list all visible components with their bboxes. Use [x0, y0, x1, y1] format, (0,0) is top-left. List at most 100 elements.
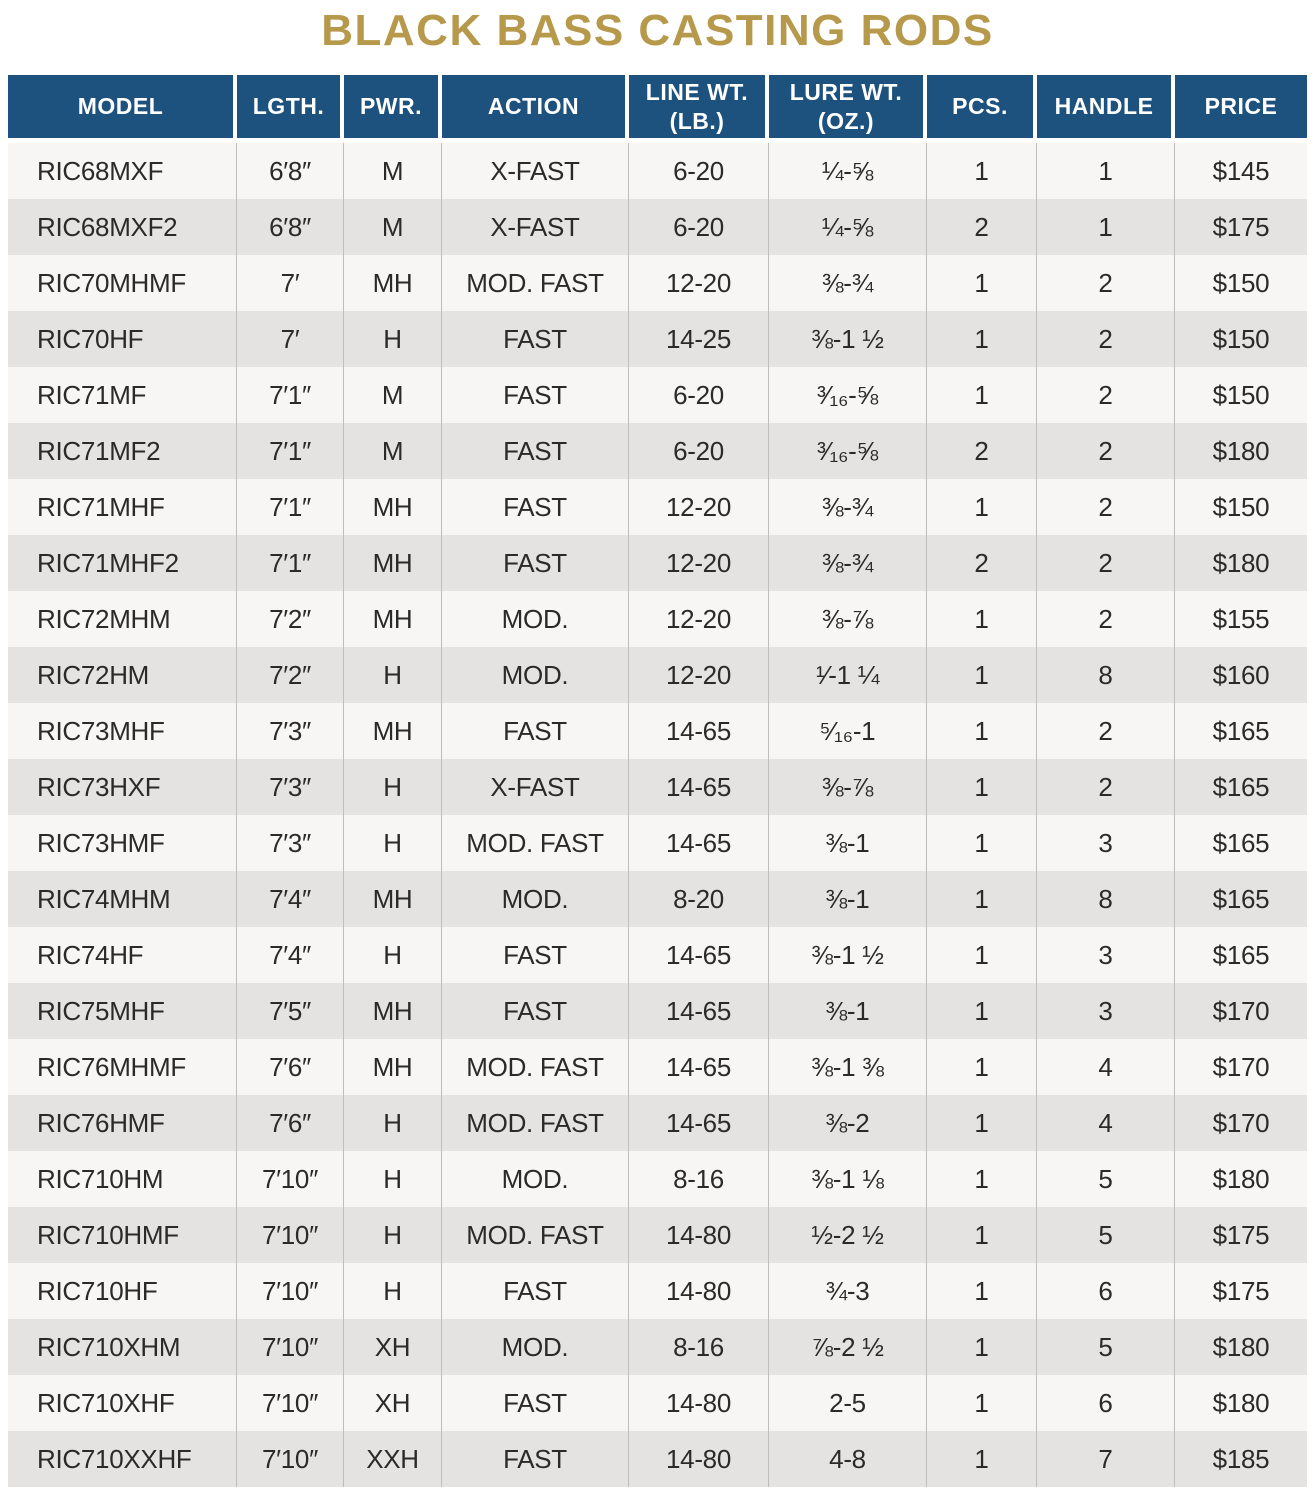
cell-lure_wt: ⅜-1	[769, 871, 927, 927]
cell-power: M	[344, 143, 442, 199]
cell-length: 7′4″	[237, 871, 344, 927]
header-cell-handle: HANDLE	[1037, 75, 1175, 143]
cell-handle: 2	[1037, 479, 1175, 535]
cell-pcs: 1	[927, 479, 1037, 535]
cell-model: RIC710HF	[8, 1263, 237, 1319]
cell-length: 7′3″	[237, 703, 344, 759]
cell-pcs: 1	[927, 143, 1037, 199]
cell-pcs: 1	[927, 871, 1037, 927]
cell-length: 7′	[237, 311, 344, 367]
cell-length: 7′2″	[237, 591, 344, 647]
cell-length: 7′10″	[237, 1151, 344, 1207]
cell-handle: 8	[1037, 871, 1175, 927]
header-cell-price: PRICE	[1175, 75, 1307, 143]
cell-power: MH	[344, 983, 442, 1039]
cell-model: RIC710HMF	[8, 1207, 237, 1263]
cell-power: M	[344, 199, 442, 255]
table-row: RIC68MXF2 6′8″ M X-FAST 6-20 ¼-⅝ 2 1 $175	[8, 199, 1307, 255]
cell-line_wt: 14-80	[629, 1431, 769, 1487]
cell-action: X-FAST	[442, 143, 629, 199]
cell-length: 7′2″	[237, 647, 344, 703]
cell-pcs: 1	[927, 1431, 1037, 1487]
cell-handle: 2	[1037, 367, 1175, 423]
cell-action: X-FAST	[442, 759, 629, 815]
cell-power: MH	[344, 479, 442, 535]
cell-price: $160	[1175, 647, 1307, 703]
cell-lure_wt: ¼-⅝	[769, 143, 927, 199]
cell-lure_wt: ⅜-⅞	[769, 759, 927, 815]
cell-model: RIC68MXF2	[8, 199, 237, 255]
cell-action: FAST	[442, 927, 629, 983]
cell-price: $150	[1175, 255, 1307, 311]
cell-action: X-FAST	[442, 199, 629, 255]
cell-line_wt: 14-65	[629, 1039, 769, 1095]
cell-length: 7′1″	[237, 535, 344, 591]
cell-action: MOD.	[442, 1151, 629, 1207]
cell-length: 7′10″	[237, 1207, 344, 1263]
cell-length: 7′	[237, 255, 344, 311]
cell-price: $150	[1175, 479, 1307, 535]
table-row: RIC76HMF 7′6″ H MOD. FAST 14-65 ⅜-2 1 4 $170	[8, 1095, 1307, 1151]
cell-model: RIC72MHM	[8, 591, 237, 647]
cell-model: RIC73MHF	[8, 703, 237, 759]
header-cell-line_wt: LINE WT. (LB.)	[629, 75, 769, 143]
header-cell-lure_wt: LURE WT. (OZ.)	[769, 75, 927, 143]
cell-power: MH	[344, 703, 442, 759]
cell-line_wt: 14-65	[629, 983, 769, 1039]
table-row: RIC70HF 7′ H FAST 14-25 ⅜-1 ½ 1 2 $150	[8, 311, 1307, 367]
table-row: RIC73HXF 7′3″ H X-FAST 14-65 ⅜-⅞ 1 2 $165	[8, 759, 1307, 815]
cell-model: RIC70HF	[8, 311, 237, 367]
cell-power: H	[344, 927, 442, 983]
cell-price: $165	[1175, 759, 1307, 815]
table-header: MODEL LGTH. PWR. ACTION LINE WT. (LB.) LURE W…	[8, 75, 1307, 143]
cell-pcs: 1	[927, 1151, 1037, 1207]
cell-model: RIC710HM	[8, 1151, 237, 1207]
cell-price: $180	[1175, 1151, 1307, 1207]
table-row: RIC710XXHF 7′10″ XXH FAST 14-80 4-8 1 7 $185	[8, 1431, 1307, 1487]
table-row: RIC710HMF 7′10″ H MOD. FAST 14-80 ½-2 ½ 1 5 $175	[8, 1207, 1307, 1263]
cell-length: 6′8″	[237, 199, 344, 255]
cell-action: FAST	[442, 983, 629, 1039]
cell-handle: 6	[1037, 1263, 1175, 1319]
cell-action: FAST	[442, 311, 629, 367]
cell-pcs: 2	[927, 423, 1037, 479]
cell-line_wt: 14-80	[629, 1375, 769, 1431]
cell-price: $165	[1175, 927, 1307, 983]
cell-pcs: 1	[927, 367, 1037, 423]
cell-model: RIC73HMF	[8, 815, 237, 871]
cell-handle: 6	[1037, 1375, 1175, 1431]
cell-line_wt: 14-80	[629, 1263, 769, 1319]
cell-lure_wt: ⅜-⅞	[769, 591, 927, 647]
cell-price: $180	[1175, 1319, 1307, 1375]
cell-lure_wt: ³⁄₁₆-⅝	[769, 423, 927, 479]
cell-lure_wt: ⅜-1 ⅜	[769, 1039, 927, 1095]
table-row: RIC76MHMF 7′6″ MH MOD. FAST 14-65 ⅜-1 ⅜ 1 4 $170	[8, 1039, 1307, 1095]
cell-lure_wt: ½-2 ½	[769, 1207, 927, 1263]
casting-rods-table: MODEL LGTH. PWR. ACTION LINE WT. (LB.) LURE W…	[8, 75, 1307, 1487]
cell-line_wt: 6-20	[629, 143, 769, 199]
cell-line_wt: 12-20	[629, 255, 769, 311]
cell-power: H	[344, 1095, 442, 1151]
cell-lure_wt: ⁵⁄₁₆-1	[769, 703, 927, 759]
cell-pcs: 1	[927, 647, 1037, 703]
cell-price: $165	[1175, 871, 1307, 927]
cell-pcs: 1	[927, 1375, 1037, 1431]
cell-line_wt: 6-20	[629, 423, 769, 479]
table-row: RIC71MF 7′1″ M FAST 6-20 ³⁄₁₆-⅝ 1 2 $150	[8, 367, 1307, 423]
cell-length: 7′5″	[237, 983, 344, 1039]
table-row: RIC68MXF 6′8″ M X-FAST 6-20 ¼-⅝ 1 1 $145	[8, 143, 1307, 199]
cell-line_wt: 12-20	[629, 591, 769, 647]
cell-price: $150	[1175, 367, 1307, 423]
cell-handle: 2	[1037, 591, 1175, 647]
cell-power: XH	[344, 1375, 442, 1431]
table-row: RIC71MF2 7′1″ M FAST 6-20 ³⁄₁₆-⅝ 2 2 $180	[8, 423, 1307, 479]
cell-price: $170	[1175, 1095, 1307, 1151]
cell-pcs: 1	[927, 983, 1037, 1039]
cell-line_wt: 14-80	[629, 1207, 769, 1263]
cell-length: 7′3″	[237, 815, 344, 871]
cell-pcs: 2	[927, 535, 1037, 591]
page-title: BLACK BASS CASTING RODS	[321, 6, 994, 55]
cell-model: RIC710XXHF	[8, 1431, 237, 1487]
cell-line_wt: 14-65	[629, 927, 769, 983]
cell-pcs: 1	[927, 703, 1037, 759]
